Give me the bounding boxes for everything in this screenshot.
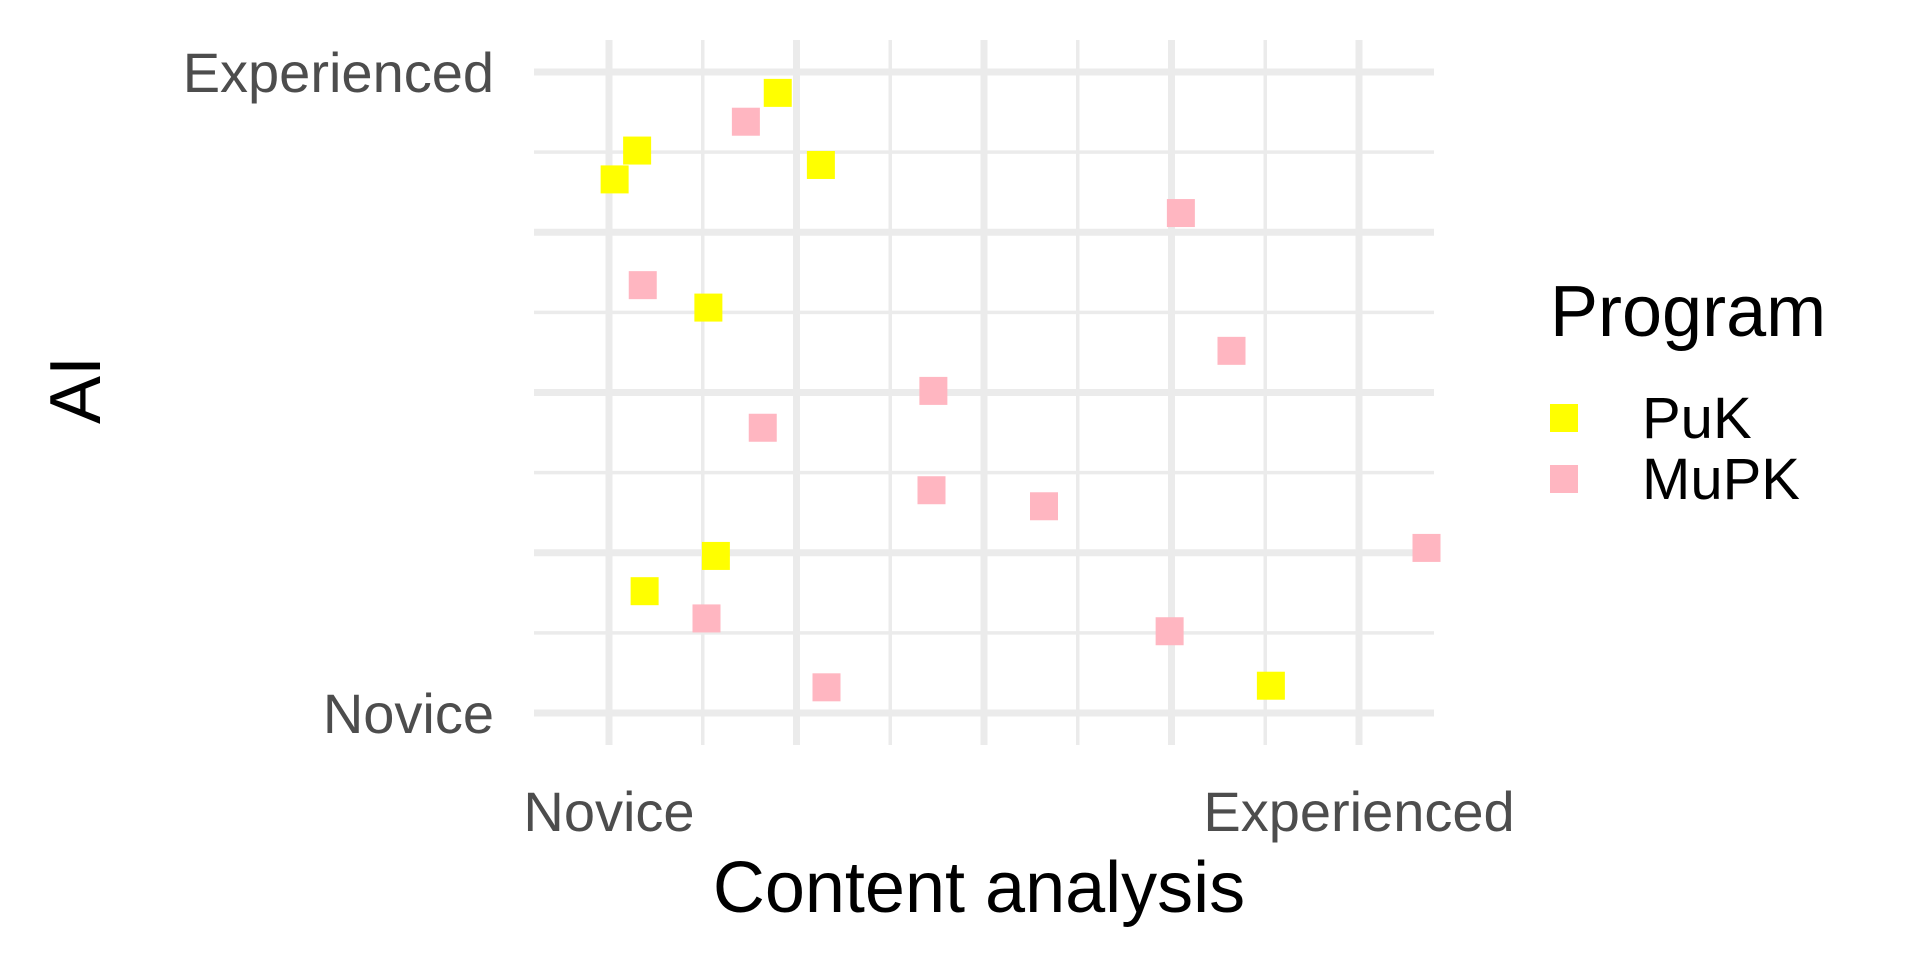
data-points xyxy=(600,78,1441,702)
grid xyxy=(534,40,1434,745)
data-point-mupk xyxy=(692,604,721,633)
x-axis-title: Content analysis xyxy=(713,848,1245,928)
x-axis-ticks: Novice Experienced xyxy=(523,780,1514,843)
data-point-mupk xyxy=(1217,336,1246,365)
y-tick-label: Novice xyxy=(323,682,494,745)
y-axis-ticks: Novice Experienced xyxy=(183,41,494,745)
data-point-puk xyxy=(623,136,652,165)
data-point-mupk xyxy=(1412,533,1441,562)
data-point-mupk xyxy=(1155,617,1184,646)
data-point-puk xyxy=(1256,671,1285,700)
y-axis-title: AI xyxy=(36,356,116,424)
data-point-puk xyxy=(701,541,730,570)
data-point-mupk xyxy=(812,673,841,702)
data-point-puk xyxy=(600,165,629,194)
y-tick-label: Experienced xyxy=(183,41,494,104)
data-point-mupk xyxy=(748,413,777,442)
data-point-puk xyxy=(694,293,723,322)
data-point-mupk xyxy=(919,376,948,405)
x-tick-label: Novice xyxy=(523,780,694,843)
data-point-mupk xyxy=(917,476,946,505)
x-tick-label: Experienced xyxy=(1203,780,1514,843)
data-point-puk xyxy=(806,150,835,179)
legend-label-puk: PuK xyxy=(1642,386,1752,451)
legend-key-puk xyxy=(1550,404,1578,432)
data-point-puk xyxy=(630,577,659,606)
legend-label-mupk: MuPK xyxy=(1642,447,1800,512)
data-point-mupk xyxy=(731,107,760,136)
data-point-mupk xyxy=(628,271,657,300)
legend-title: Program xyxy=(1550,272,1826,352)
legend-key-mupk xyxy=(1550,465,1578,493)
data-point-mupk xyxy=(1166,199,1195,228)
data-point-puk xyxy=(763,78,792,107)
data-point-mupk xyxy=(1030,492,1058,521)
